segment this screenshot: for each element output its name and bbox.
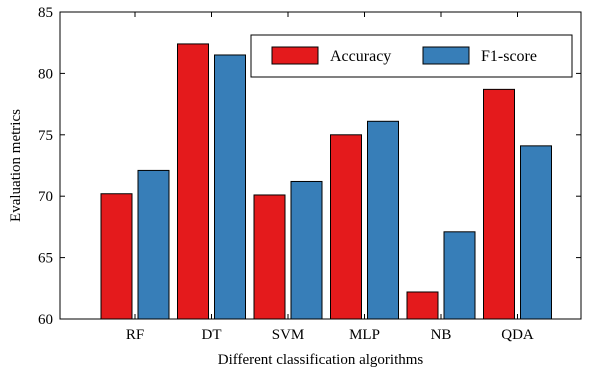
bar-f1-score-svm [290,180,323,320]
bar-f1-score-dt [214,54,246,320]
y-tick-label: 65 [38,251,53,267]
legend-swatch [422,46,470,65]
x-tick-label: SVM [272,327,305,343]
bar-accuracy-qda [483,88,515,320]
bars-group [100,43,552,320]
x-tick-label: NB [431,327,452,343]
x-tick-label: DT [202,327,222,343]
y-axis: 60 65 70 75 80 85 [38,5,581,328]
y-tick-label: 75 [38,128,53,144]
plot-frame [59,11,582,320]
legend-swatch [271,46,319,65]
bar-f1-score-rf [137,169,170,320]
x-tick-label: RF [126,327,144,343]
x-axis-label: Different classification algorithms [218,352,424,368]
bar-f1-score-mlp [367,120,399,320]
x-axis: RF DT SVM MLP NB QDA [126,12,534,343]
legend: Accuracy F1-score [250,34,573,78]
bar-f1-score-qda [520,145,552,320]
bar-accuracy-nb [406,291,439,320]
y-axis-label: Evaluation metrics [8,109,24,222]
bar-f1-score-nb [443,231,476,320]
bar-accuracy-dt [177,43,209,320]
y-tick-label: 70 [38,189,53,205]
legend-label: F1-score [481,48,537,65]
bar-accuracy-mlp [330,134,362,320]
x-tick-label: MLP [349,327,380,343]
y-tick-label: 80 [38,66,53,82]
legend-label: Accuracy [330,48,391,65]
y-tick-label: 60 [38,312,53,328]
bar-accuracy-rf [100,193,133,320]
x-tick-label: QDA [501,327,534,343]
y-tick-label: 85 [38,5,53,21]
bar-accuracy-svm [253,194,286,320]
